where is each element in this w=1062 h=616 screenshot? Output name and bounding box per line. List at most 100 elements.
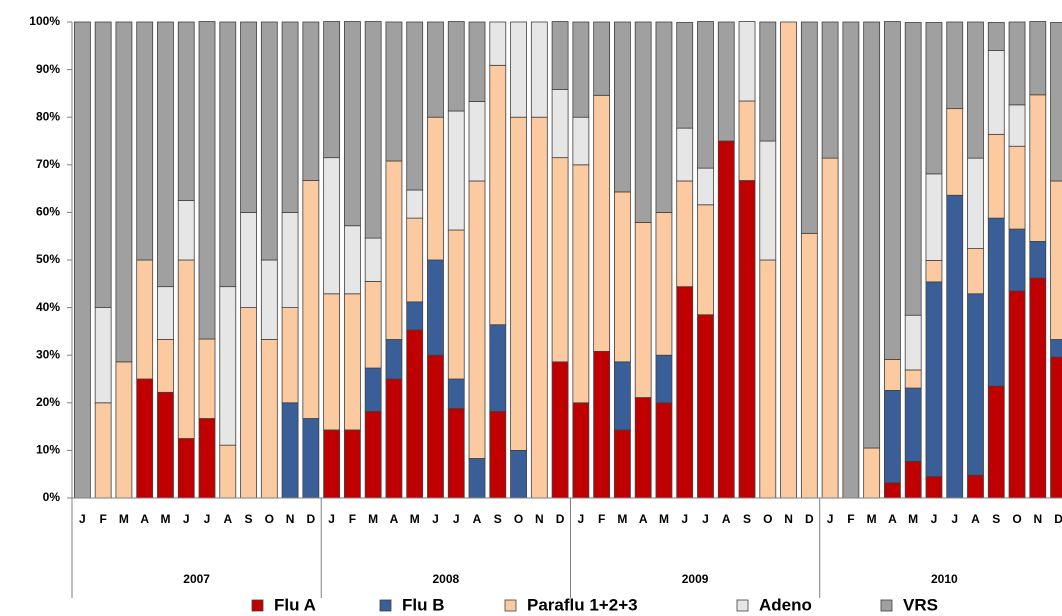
bar-segment xyxy=(634,397,652,499)
x-tick-label: F xyxy=(598,512,605,526)
y-tick-label: 30% xyxy=(36,347,60,361)
bar-segment xyxy=(1050,339,1062,358)
x-tick-label: N xyxy=(784,512,793,526)
bar-segment xyxy=(177,259,195,439)
bar-segment xyxy=(738,180,756,499)
y-tick-label: 50% xyxy=(36,252,60,266)
x-tick-label: M xyxy=(410,512,420,526)
bar-segment xyxy=(260,21,278,261)
bar-segment xyxy=(634,221,652,398)
bar-segment xyxy=(510,21,527,118)
bar-segment xyxy=(136,21,154,261)
x-tick-label: D xyxy=(556,512,565,526)
bar-segment xyxy=(987,217,1005,387)
bar-segment xyxy=(884,390,901,484)
x-tick-label: O xyxy=(265,512,274,526)
bar-segment xyxy=(177,438,195,499)
bar-segment xyxy=(551,89,569,159)
bar-segment xyxy=(1050,356,1062,499)
bar-segment xyxy=(240,307,257,499)
bar-segment xyxy=(447,229,465,380)
bar-segment xyxy=(177,21,195,201)
bar-segment xyxy=(967,474,984,499)
x-tick-label: S xyxy=(245,512,253,526)
bar-segment xyxy=(967,21,984,159)
bar-segment xyxy=(406,329,424,499)
bar-segment xyxy=(489,324,507,412)
bar-segment xyxy=(884,359,901,391)
bar-segment xyxy=(198,21,216,340)
bar-segment xyxy=(427,259,444,356)
bar-segment xyxy=(1008,290,1026,499)
x-tick-label: A xyxy=(140,512,149,526)
bar-segment xyxy=(94,307,112,404)
bar-segment xyxy=(385,160,403,340)
bar-segment xyxy=(260,339,278,499)
x-tick-label: A xyxy=(223,512,232,526)
bar-segment xyxy=(925,260,943,283)
bar-segment xyxy=(468,458,486,499)
bar-segment xyxy=(364,281,382,369)
bar-segment xyxy=(697,21,714,169)
legend-label: Paraflu 1+2+3 xyxy=(527,595,638,614)
bar-segment xyxy=(904,22,922,316)
x-tick-label: J xyxy=(951,512,958,526)
bar-segment xyxy=(738,100,756,181)
bar-segment xyxy=(759,140,777,261)
bar-segment xyxy=(925,476,943,499)
bar-segment xyxy=(510,449,527,499)
x-tick-label: O xyxy=(1012,512,1021,526)
bar-segment xyxy=(240,21,257,213)
bar-segment xyxy=(323,429,341,499)
x-tick-label: S xyxy=(743,512,751,526)
bar-segment xyxy=(489,410,507,499)
y-tick-label: 100% xyxy=(29,14,60,28)
bar-segment xyxy=(655,211,673,356)
x-tick-label: J xyxy=(681,512,688,526)
bar-segment xyxy=(697,167,714,206)
legend-swatch xyxy=(880,599,893,612)
bar-segment xyxy=(94,402,112,499)
x-tick-label: D xyxy=(805,512,814,526)
x-tick-label: S xyxy=(494,512,502,526)
y-tick-label: 10% xyxy=(36,443,60,457)
bar-segment xyxy=(1008,145,1026,230)
legend-label: Flu B xyxy=(402,595,445,614)
bar-segment xyxy=(780,21,797,499)
bar-segment xyxy=(551,21,569,90)
year-label: 2010 xyxy=(931,572,958,586)
x-tick-label: J xyxy=(183,512,190,526)
bar-segment xyxy=(1050,22,1062,182)
bar-segment xyxy=(904,460,922,499)
bar-segment xyxy=(967,293,984,476)
bar-segment xyxy=(946,108,964,196)
bar-segment xyxy=(136,259,154,380)
bar-segment xyxy=(115,361,133,499)
bar-segment xyxy=(1029,277,1047,499)
bar-segment xyxy=(157,391,174,499)
y-tick-label: 0% xyxy=(43,490,61,504)
x-tick-label: A xyxy=(473,512,482,526)
bar-segment xyxy=(821,157,839,499)
bar-segment xyxy=(240,211,257,308)
bar-segment xyxy=(406,21,424,191)
bar-segment xyxy=(198,418,216,499)
bar-segment xyxy=(800,232,818,499)
year-label: 2008 xyxy=(433,572,460,586)
bar-segment xyxy=(551,361,569,499)
x-tick-label: S xyxy=(992,512,1000,526)
y-tick-label: 70% xyxy=(36,157,60,171)
x-tick-label: F xyxy=(99,512,106,526)
bar-segment xyxy=(115,21,133,363)
bar-segment xyxy=(364,367,382,412)
bar-segment xyxy=(343,21,361,227)
bar-segment xyxy=(406,189,424,219)
x-tick-label: N xyxy=(1033,512,1042,526)
bar-segment xyxy=(427,354,444,499)
bar-segment xyxy=(593,94,611,352)
x-tick-label: J xyxy=(578,512,585,526)
x-tick-label: J xyxy=(328,512,335,526)
bar-segment xyxy=(302,21,320,181)
x-tick-label: J xyxy=(827,512,834,526)
